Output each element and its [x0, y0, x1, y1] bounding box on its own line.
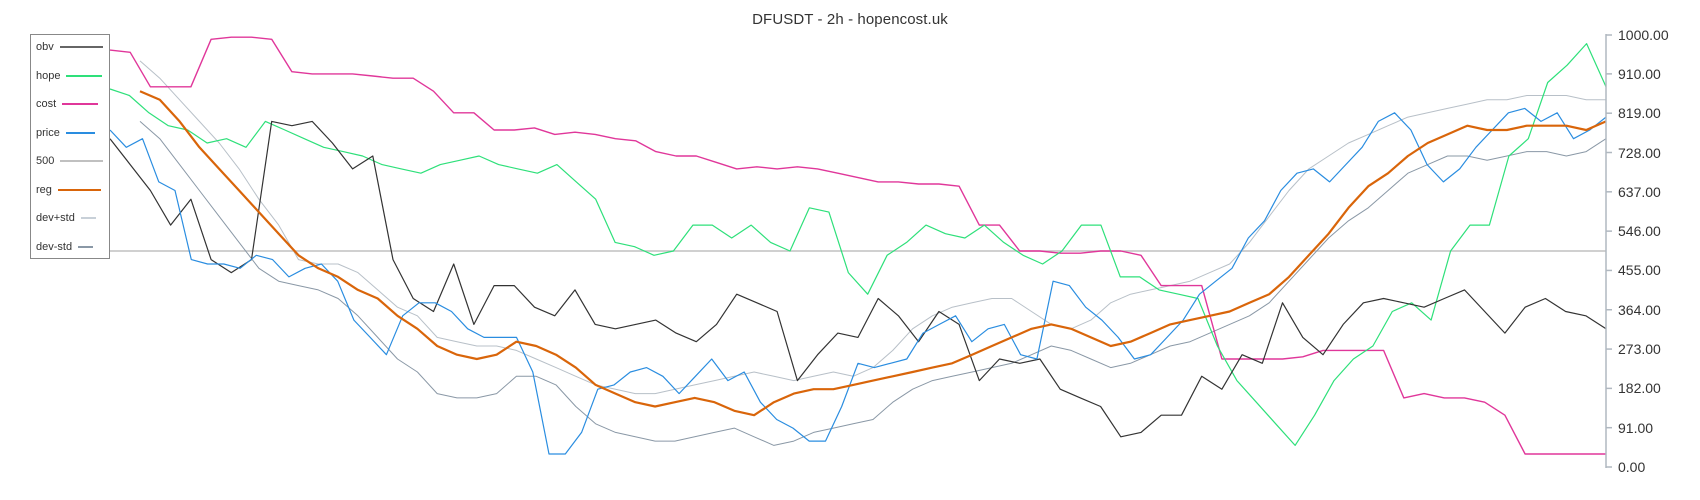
legend-label: hope: [36, 69, 61, 82]
y-tick-label: 91.00: [1618, 419, 1654, 436]
y-tick-label: 273.00: [1618, 341, 1661, 358]
series-line-price: [109, 107, 1607, 455]
legend-label: cost: [36, 98, 57, 110]
y-tick-label: 182.00: [1618, 380, 1661, 397]
legend-item-reg[interactable]: reg: [36, 182, 101, 198]
chart-title: DFUSDT - 2h - hopencost.uk: [752, 11, 948, 28]
legend-item-500[interactable]: 500: [36, 153, 104, 169]
y-tick-label: 819.00: [1618, 105, 1661, 122]
legend-swatch-icon: [66, 74, 103, 77]
legend-swatch-icon: [80, 217, 96, 219]
legend-item-cost[interactable]: cost: [36, 96, 99, 112]
series-line-dev-std: [139, 121, 1607, 446]
legend-label: price: [36, 126, 60, 139]
legend-label: 500: [36, 155, 55, 167]
y-tick-label: 364.00: [1618, 301, 1661, 318]
legend-swatch-icon: [65, 131, 95, 134]
y-tick-label: 0.00: [1618, 459, 1646, 475]
y-tick-label: 910.00: [1618, 65, 1661, 82]
y-tick-label: 455.00: [1618, 262, 1661, 279]
legend-item-hope[interactable]: hope: [36, 68, 103, 84]
legend-label: obv: [36, 41, 54, 53]
series-line-obv: [109, 120, 1607, 438]
legend-item-obv[interactable]: obv: [36, 39, 103, 55]
series-layer: [30, 36, 1607, 455]
legend-swatch-icon: [59, 46, 103, 48]
legend-item-dev-std[interactable]: dev+std: [36, 210, 96, 226]
series-line-reg: [139, 90, 1607, 417]
legend-swatch-icon: [60, 160, 104, 162]
series-line-cost: [109, 36, 1606, 455]
y-tick-label: 637.00: [1618, 183, 1661, 200]
legend-swatch-icon: [62, 103, 99, 105]
legend-label: dev-std: [36, 240, 73, 253]
legend-item-price[interactable]: price: [36, 125, 95, 141]
y-axis-ticks: [1606, 34, 1612, 468]
legend-label: dev+std: [36, 212, 75, 224]
y-tick-label: 1000.00: [1618, 27, 1669, 43]
legend-swatch-icon: [78, 245, 94, 248]
legend-item-dev-std[interactable]: dev-std: [36, 239, 94, 255]
legend: obv hope cost price 500 reg dev+std dev-std: [30, 34, 110, 259]
series-line-hope: [109, 42, 1607, 446]
legend-swatch-icon: [57, 188, 101, 191]
legend-label: reg: [36, 183, 52, 196]
y-tick-label: 546.00: [1618, 223, 1661, 240]
series-line-dev-std: [139, 60, 1606, 395]
y-tick-label: 728.00: [1618, 144, 1661, 161]
